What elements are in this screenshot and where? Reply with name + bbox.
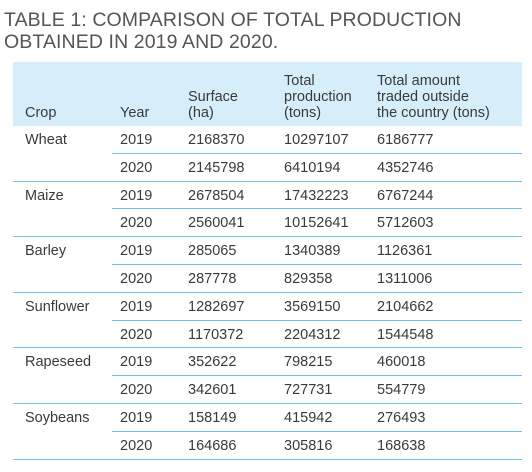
cell-traded: 2104662: [377, 298, 434, 315]
row-divider: [112, 319, 522, 321]
cell-surface: 287778: [188, 271, 237, 287]
table-row: Rapeseed 2019 352622 798215 460018: [13, 348, 522, 377]
table-row: 2020 342601 727731 554779: [13, 376, 522, 404]
cell-traded: 6186777: [377, 132, 434, 148]
table-row: 2020 2560041 10152641 5712603: [13, 209, 522, 238]
cell-traded: 6767244: [377, 187, 434, 204]
cell-crop: Rapeseed: [25, 354, 92, 371]
cell-surface: 164686: [188, 437, 237, 454]
cell-production: 17432223: [284, 187, 349, 204]
cell-crop: Maize: [25, 187, 64, 204]
row-divider: [112, 263, 522, 265]
cell-year: 2019: [120, 132, 153, 148]
row-divider: [112, 430, 522, 432]
cell-traded: 168638: [377, 437, 426, 454]
cell-surface: 2145798: [188, 159, 245, 176]
header-total-production: Total production (tons): [284, 73, 352, 121]
cell-surface: 285065: [188, 243, 237, 260]
group-divider: [13, 402, 522, 404]
cell-year: 2020: [120, 215, 153, 232]
cell-year: 2019: [120, 243, 153, 260]
cell-year: 2019: [120, 187, 153, 204]
cell-production: 2204312: [284, 326, 341, 343]
cell-year: 2019: [120, 298, 153, 315]
cell-crop: Sunflower: [25, 298, 90, 315]
cell-year: 2020: [120, 437, 153, 454]
group-divider: [13, 236, 522, 238]
cell-surface: 2560041: [188, 215, 245, 232]
cell-production: 1340389: [284, 243, 341, 260]
cell-production: 10297107: [284, 132, 349, 148]
cell-production: 415942: [284, 410, 333, 426]
table-title: TABLE 1: COMPARISON OF TOTAL PRODUCTION …: [4, 9, 462, 53]
cell-traded: 4352746: [377, 159, 434, 176]
cell-traded: 276493: [377, 410, 426, 426]
cell-production: 6410194: [284, 159, 341, 176]
header-surface: Surface (ha): [188, 89, 238, 121]
cell-crop: Wheat: [25, 132, 67, 148]
cell-production: 829358: [284, 271, 333, 287]
cell-crop: Barley: [25, 243, 67, 260]
cell-production: 3569150: [284, 298, 341, 315]
cell-surface: 158149: [188, 410, 237, 426]
table-row: Sunflower 2019 1282697 3569150 2104662: [13, 293, 522, 321]
table-row: 2020 164686 305816 168638: [13, 432, 522, 460]
row-divider: [112, 208, 522, 210]
group-divider: [13, 180, 522, 182]
group-divider: [13, 291, 522, 293]
group-divider: [13, 458, 522, 460]
cell-surface: 352622: [188, 354, 237, 371]
cell-traded: 554779: [377, 382, 426, 399]
table-row: Wheat 2019 2168370 10297107 6186777: [13, 126, 522, 154]
cell-surface: 2168370: [188, 132, 245, 148]
header-crop: Crop: [25, 105, 57, 121]
cell-year: 2019: [120, 354, 153, 371]
cell-traded: 1126361: [377, 243, 433, 260]
cell-production: 305816: [284, 437, 333, 454]
table-row: Maize 2019 2678504 17432223 6767244: [13, 182, 522, 210]
cell-year: 2019: [120, 410, 153, 426]
cell-surface: 2678504: [188, 187, 245, 204]
header-traded: Total amount traded outside the country …: [377, 73, 490, 121]
table-header: Crop Year Surface (ha) Total production …: [13, 62, 522, 126]
table-row: 2020 287778 829358 1311006: [13, 265, 522, 293]
cell-production: 798215: [284, 354, 333, 371]
cell-surface: 342601: [188, 382, 237, 399]
cell-year: 2020: [120, 159, 153, 176]
table-row: Barley 2019 285065 1340389 1126361: [13, 237, 522, 265]
table-row: 2020 1170372 2204312 1544548: [13, 321, 522, 349]
cell-year: 2020: [120, 382, 153, 399]
cell-production: 10152641: [284, 215, 349, 232]
row-divider: [112, 152, 522, 154]
cell-year: 2020: [120, 326, 153, 343]
table-row: 2020 2145798 6410194 4352746: [13, 154, 522, 182]
cell-year: 2020: [120, 271, 153, 287]
cell-traded: 1311006: [377, 271, 433, 287]
group-divider: [13, 347, 522, 349]
header-year: Year: [120, 105, 150, 121]
cell-traded: 5712603: [377, 215, 434, 232]
cell-traded: 460018: [377, 354, 426, 371]
cell-traded: 1544548: [377, 326, 434, 343]
cell-crop: Soybeans: [25, 410, 90, 426]
table-row: Soybeans 2019 158149 415942 276493: [13, 404, 522, 432]
row-divider: [112, 375, 522, 377]
cell-production: 727731: [284, 382, 333, 399]
cell-surface: 1170372: [188, 326, 244, 343]
cell-surface: 1282697: [188, 298, 245, 315]
